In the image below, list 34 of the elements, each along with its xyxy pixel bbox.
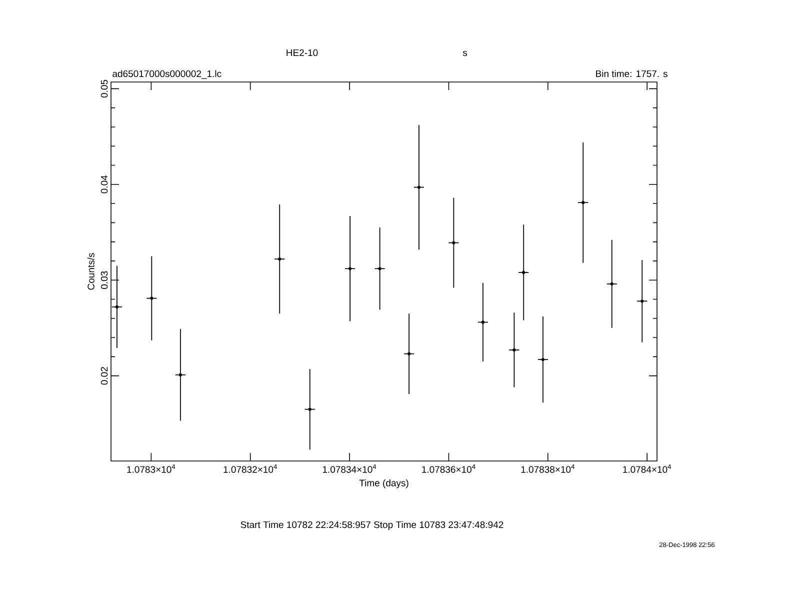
x-axis-title: Time (days) bbox=[359, 479, 408, 488]
point bbox=[541, 358, 544, 362]
text: Start Time 10782 22:24:58:957 Stop Time 10783 23:47:48:942 bbox=[240, 521, 504, 530]
point bbox=[348, 267, 352, 270]
point bbox=[512, 348, 516, 352]
chart-subtitle: ad65017000s000002_1.lc bbox=[112, 70, 222, 79]
x-tick-label: 1.07836×10$^{4}$ bbox=[422, 464, 476, 473]
point bbox=[417, 186, 421, 189]
point bbox=[582, 201, 585, 204]
y-tick-label: 0.02 bbox=[100, 367, 108, 385]
y-tick-label: 0.03 bbox=[100, 271, 108, 289]
x-tick-label: 1.0784×10$^{4}$ bbox=[623, 464, 672, 473]
point bbox=[278, 257, 282, 261]
x-tick-label: 1.07834×10$^{4}$ bbox=[322, 464, 376, 473]
point bbox=[481, 320, 484, 324]
y-tick-label: 0.04 bbox=[100, 175, 108, 194]
point bbox=[378, 267, 382, 270]
x-tick-label: 1.0783×10$^{4}$ bbox=[127, 464, 176, 473]
point bbox=[408, 352, 411, 356]
point bbox=[115, 305, 119, 308]
point bbox=[610, 282, 614, 286]
point bbox=[308, 408, 312, 411]
x-tick-label: 1.07838×10$^{4}$ bbox=[521, 464, 575, 473]
text: Bin time: 1757. s bbox=[596, 70, 668, 78]
point bbox=[640, 300, 644, 303]
y-tick-label: 0.05 bbox=[100, 80, 108, 98]
text: s bbox=[462, 50, 468, 56]
chart-title: HE2-10 bbox=[286, 49, 318, 56]
point bbox=[150, 296, 154, 300]
x-tick-label: 1.07832×10$^{4}$ bbox=[224, 464, 277, 473]
y-axis-title: Counts/s bbox=[87, 253, 94, 290]
point bbox=[522, 270, 526, 274]
point bbox=[452, 241, 456, 244]
point bbox=[178, 373, 182, 376]
